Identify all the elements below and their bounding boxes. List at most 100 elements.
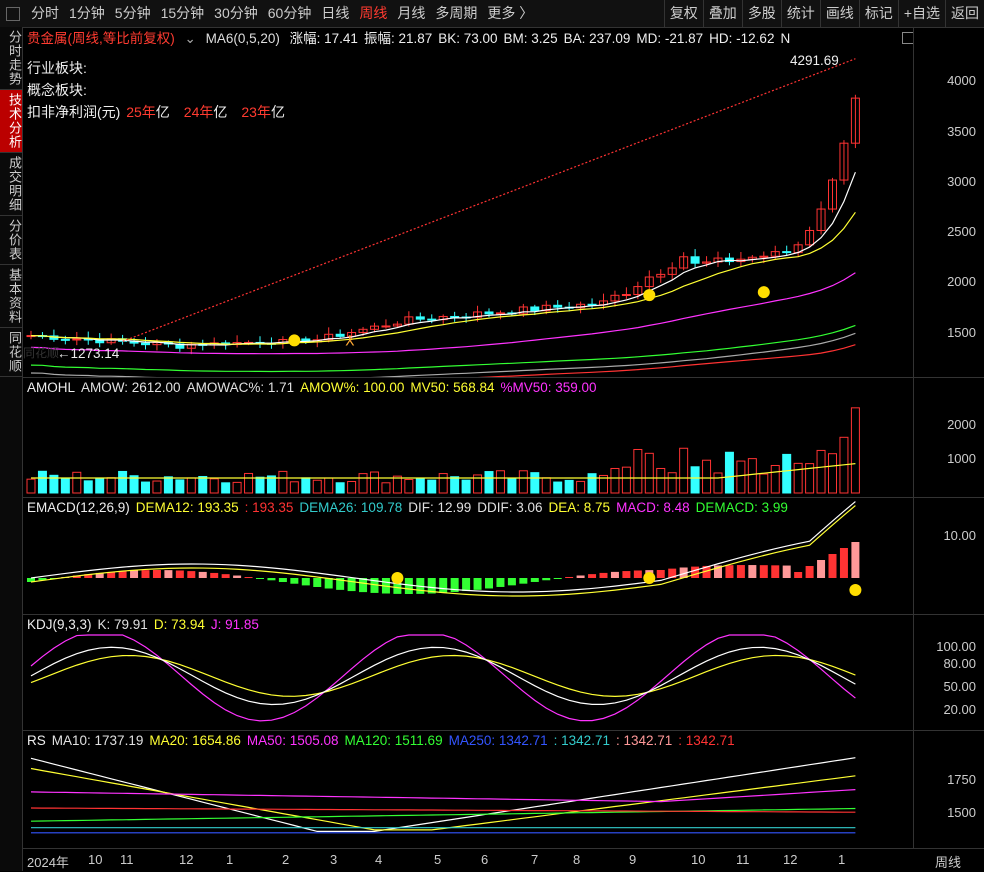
period-tab[interactable]: 周线	[359, 5, 388, 21]
candlestick-chart[interactable]: ⅄	[23, 28, 914, 378]
date-label: 3	[330, 852, 338, 867]
macd-bar	[542, 578, 551, 581]
indicator-value: : 193.35	[244, 500, 294, 515]
profit-items: 25年亿 24年亿 23年亿	[124, 104, 285, 120]
rs-line	[30, 789, 856, 803]
date-label: 11	[736, 852, 750, 867]
macd-panel[interactable]: EMACD(12,26,9) DEMA12: 193.35: 193.35 DEMA…	[23, 497, 984, 615]
sidebar-item[interactable]: 分价表	[0, 216, 22, 265]
volume-bar	[759, 473, 769, 494]
volume-panel[interactable]: AMOHL AMOW: 2612.00 AMOWAC%: 1.71 AMOW%: 10…	[23, 377, 984, 498]
volume-bar	[49, 474, 59, 494]
tool-button[interactable]: 多股	[741, 0, 781, 27]
period-tab[interactable]: 60分钟	[267, 5, 312, 21]
volume-bar	[141, 481, 150, 494]
date-label: 6	[481, 852, 489, 867]
macd-bar	[496, 578, 505, 587]
kdj-chart[interactable]	[23, 615, 914, 731]
info-line-industry[interactable]: 行业板块:	[27, 60, 87, 76]
main-chart-panel[interactable]: 贵金属(周线,等比前复权) ⌄ MA6(0,5,20) 涨幅: 17.41 振幅:…	[23, 27, 984, 378]
indicator-value: : 1342.71	[678, 733, 735, 748]
period-tab[interactable]: 日线	[321, 5, 350, 21]
dif-line	[30, 501, 856, 593]
candle-body	[759, 255, 769, 258]
indicator-name[interactable]: AMOHL	[27, 380, 76, 395]
candle-body	[679, 256, 689, 269]
sidebar-item[interactable]: 同花顺	[0, 328, 22, 377]
volume-bar	[312, 479, 322, 494]
volume-bar	[198, 475, 208, 494]
sidebar-item[interactable]: 分时走势	[0, 27, 22, 90]
macd-bar	[256, 578, 264, 579]
stock-name[interactable]: 贵金属	[27, 31, 68, 46]
date-label: 5	[434, 852, 442, 867]
indicator-name[interactable]: RS	[27, 733, 46, 748]
rs-chart[interactable]	[23, 731, 914, 849]
volume-bar	[278, 470, 288, 494]
rs-panel[interactable]: RS MA10: 1737.19 MA20: 1654.86 MA50: 1505.0…	[23, 730, 984, 849]
tool-buttons: 复权 叠加 多股 统计 画线 标记 +自选 返回	[663, 0, 984, 27]
indicator-name[interactable]: KDJ(9,3,3)	[27, 617, 92, 632]
macd-bar	[347, 578, 356, 592]
candle-body	[644, 276, 654, 288]
period-tab[interactable]: 分时	[31, 5, 59, 21]
info-line-concept[interactable]: 概念板块:	[27, 82, 87, 98]
volume-bar	[347, 481, 357, 494]
macd-bar	[38, 578, 47, 581]
macd-title: EMACD(12,26,9) DEMA12: 193.35: 193.35 DEMA…	[27, 498, 794, 518]
indicator-name[interactable]: MA6(0,5,20)	[205, 31, 280, 46]
tool-button[interactable]: 画线	[819, 0, 859, 27]
volume-bar	[255, 476, 265, 494]
macd-bar	[187, 571, 196, 578]
sidebar-item[interactable]: 技术分析	[0, 90, 22, 153]
volume-bar	[702, 459, 712, 494]
volume-bar	[244, 472, 254, 494]
candle-body	[633, 286, 643, 296]
date-label: 10	[691, 852, 706, 867]
main-stats: 涨幅: 17.41 振幅: 21.87 BK: 73.00 BM: 3.25 BA: 2…	[290, 31, 797, 46]
macd-chart[interactable]	[23, 498, 914, 615]
candle-body	[370, 325, 379, 330]
macd-bar	[679, 567, 688, 578]
tool-button[interactable]: 标记	[858, 0, 898, 27]
stat-value: HD: -12.62	[709, 31, 775, 46]
candle-body	[530, 306, 540, 312]
candle-body	[816, 208, 826, 231]
signal-dot	[757, 286, 770, 299]
period-tab[interactable]: 30分钟	[214, 5, 258, 21]
macd-bar	[736, 565, 745, 578]
period-tab[interactable]: 5分钟	[114, 5, 151, 21]
dropdown-icon[interactable]: ⌄	[184, 31, 196, 46]
volume-bar	[621, 466, 631, 494]
indicator-name[interactable]: EMACD(12,26,9)	[27, 500, 130, 515]
volume-chart[interactable]	[23, 378, 914, 498]
date-label: 7	[531, 852, 539, 867]
period-tab[interactable]: 月线	[397, 5, 426, 21]
period-tab[interactable]: 更多 〉	[487, 5, 534, 21]
macd-bar	[565, 576, 574, 578]
volume-bar	[747, 458, 757, 494]
kdj-panel[interactable]: KDJ(9,3,3) K: 79.91 D: 73.94 J: 91.85 100.0…	[23, 614, 984, 731]
macd-bar	[175, 570, 184, 578]
tool-button[interactable]: 复权	[663, 0, 703, 27]
tool-button[interactable]: 叠加	[702, 0, 742, 27]
tool-button[interactable]: 统计	[780, 0, 820, 27]
axis-label: 10.00	[943, 528, 976, 543]
indicator-value: MA250: 1342.71	[448, 733, 548, 748]
profit-label: 扣非净利润(元)	[27, 104, 121, 120]
candle-body	[805, 229, 815, 246]
macd-bar	[576, 575, 585, 578]
tool-button[interactable]: +自选	[897, 0, 945, 27]
axis-label: 2000	[947, 274, 976, 289]
period-tab[interactable]: 15分钟	[160, 5, 205, 21]
kdj-title: KDJ(9,3,3) K: 79.91 D: 73.94 J: 91.85	[27, 615, 265, 635]
period-tab[interactable]: 1分钟	[69, 5, 105, 21]
tool-button[interactable]: 返回	[945, 0, 984, 27]
axis-label: 2500	[947, 224, 976, 239]
macd-bar	[828, 554, 837, 578]
sidebar-item[interactable]: 基本资料	[0, 265, 22, 328]
period-tab[interactable]: 多周期	[435, 5, 478, 21]
candle-body	[541, 304, 551, 312]
sidebar-item[interactable]: 成交明细	[0, 153, 22, 216]
window-icon[interactable]	[6, 6, 20, 21]
